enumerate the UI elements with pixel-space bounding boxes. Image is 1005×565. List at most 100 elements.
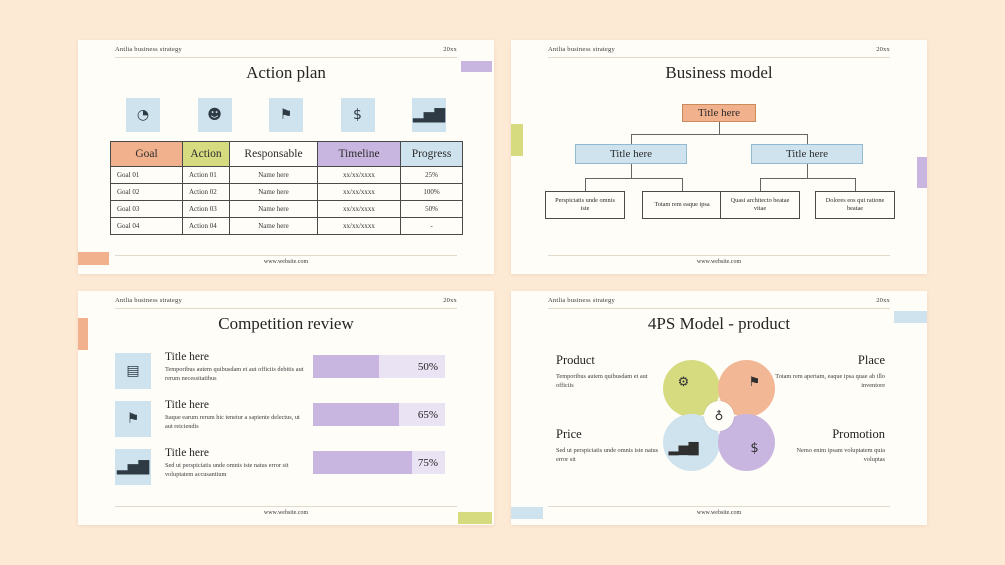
accent-bar-blue — [894, 311, 927, 323]
website-text: www.website.com — [263, 259, 309, 265]
cell-responsable: Name here — [229, 166, 318, 184]
quadrant-label-product: Product — [556, 353, 595, 367]
quadrant-label-price: Price — [556, 427, 582, 441]
icon-glyph: ◔ — [136, 107, 150, 123]
table-row: Goal 02 Action 02 Name here xx/xx/xxxx 1… — [110, 183, 463, 201]
quadrant-label-promotion: Promotion — [832, 427, 885, 441]
progress-bar: 75% — [313, 451, 445, 474]
progress-bar: 50% — [313, 355, 445, 378]
progress-fill — [313, 355, 379, 378]
slide-header: Antlia business strategy 20xx — [115, 297, 457, 309]
bar-chart-icon: ▂▅▇ — [115, 449, 151, 485]
chart-flag-icon: ▂▅▇ — [412, 98, 446, 132]
slide-header: Antlia business strategy 20xx — [548, 297, 890, 309]
accent-bar-blue — [511, 507, 543, 519]
slide-header: Antlia business strategy 20xx — [548, 46, 890, 58]
dollar-icon: $ — [750, 441, 759, 456]
org-chart: Title here Title here Title here Perspic… — [511, 40, 927, 274]
cell-action: Action 03 — [182, 200, 230, 218]
connector-line — [585, 178, 682, 179]
bar-chart-icon: ▂▅▇ — [668, 441, 699, 456]
cell-goal: Goal 02 — [110, 183, 183, 201]
cell-action: Action 04 — [182, 217, 230, 235]
progress-label: 65% — [417, 408, 438, 421]
cell-goal: Goal 01 — [110, 166, 183, 184]
icon-glyph: ▂▅▇ — [116, 459, 150, 475]
quadrant-text-price: Sed ut perspiciatis unde omnis iste natu… — [556, 447, 659, 463]
org-leaf-box: Perspiciatis unde omnis iste — [545, 191, 625, 219]
connector-line — [631, 134, 632, 144]
action-plan-table: Goal Action Responsable Timeline Progres… — [110, 141, 463, 235]
slide-footer: www.website.com — [548, 255, 890, 265]
accent-bar-orange — [78, 252, 109, 265]
progress-label: 75% — [417, 456, 438, 469]
cell-progress: 100% — [400, 183, 463, 201]
slide-4ps-model[interactable]: Antlia business strategy 20xx 4PS Model … — [511, 291, 927, 525]
cell-goal: Goal 03 — [110, 200, 183, 218]
coin-icon: $ — [340, 98, 375, 132]
connector-line — [631, 134, 807, 135]
quadrant-text-place: Totam rem aperiam, eaque ipsa quae ab il… — [775, 373, 885, 389]
slide-competition-review[interactable]: Antlia business strategy 20xx Competitio… — [78, 291, 494, 525]
slide-action-plan[interactable]: Antlia business strategy 20xx Action pla… — [78, 40, 494, 274]
item-title: Title here — [165, 351, 209, 363]
item-text: Sed ut perspiciatis unde omnis iste natu… — [165, 462, 289, 478]
cell-progress: 50% — [400, 200, 463, 218]
slide-header: Antlia business strategy 20xx — [115, 46, 457, 58]
connector-line — [807, 164, 808, 178]
slide-footer: www.website.com — [115, 506, 457, 516]
cell-progress: - — [400, 217, 463, 235]
cell-timeline: xx/xx/xxxx — [317, 166, 401, 184]
brand-text: Antlia business strategy — [115, 297, 182, 304]
item-text: Temporibus autem quibusdam et aut offici… — [165, 366, 304, 382]
cell-responsable: Name here — [229, 200, 318, 218]
competitor-row: ⚑ Title here Itaque earum rerum hic tene… — [78, 399, 494, 445]
cell-responsable: Name here — [229, 183, 318, 201]
cell-timeline: xx/xx/xxxx — [317, 217, 401, 235]
quadrant-text-promotion: Nemo enim ipsam voluptatem quia voluptas — [796, 447, 886, 463]
cell-responsable: Name here — [229, 217, 318, 235]
table-row: Goal 01 Action 01 Name here xx/xx/xxxx 2… — [110, 166, 463, 184]
cell-action: Action 02 — [182, 183, 230, 201]
col-header-progress: Progress — [400, 141, 463, 167]
icon-glyph: ▂▅▇ — [412, 107, 446, 123]
accent-bar-purple — [461, 61, 492, 72]
item-text: Itaque earum rerum hic tenetur a sapient… — [165, 414, 300, 430]
year-text: 20xx — [876, 297, 890, 304]
competitor-row: ▂▅▇ Title here Sed ut perspiciatis unde … — [78, 447, 494, 493]
flag-dollar-icon: ⚑ — [269, 98, 303, 132]
slide-title: 4PS Model - product — [647, 314, 791, 333]
org-branch-box: Title here — [751, 144, 863, 164]
slide-title: Action plan — [246, 63, 326, 82]
table-row: Goal 04 Action 04 Name here xx/xx/xxxx - — [110, 217, 463, 235]
connector-line — [682, 178, 683, 191]
progress-bar: 65% — [313, 403, 445, 426]
connector-line — [631, 164, 632, 178]
competitor-row: ▤ Title here Temporibus autem quibusdam … — [78, 351, 494, 397]
icon-glyph: $ — [353, 107, 362, 123]
col-header-timeline: Timeline — [317, 141, 401, 167]
brand-text: Antlia business strategy — [548, 297, 615, 304]
website-text: www.website.com — [263, 510, 309, 516]
slide-business-model[interactable]: Antlia business strategy 20xx Business m… — [511, 40, 927, 274]
progress-fill — [313, 451, 412, 474]
accent-bar-green — [458, 512, 492, 524]
col-header-action: Action — [182, 141, 230, 167]
slide-title: Competition review — [218, 314, 354, 333]
connector-line — [807, 134, 808, 144]
year-text: 20xx — [876, 46, 890, 53]
person-icon: ♁ — [714, 409, 724, 423]
slide-title: Business model — [665, 63, 773, 82]
website-text: www.website.com — [696, 510, 742, 516]
icon-row: ◔ ☻ ⚑ $ ▂▅▇ — [126, 98, 446, 132]
quadrant-text-product: Temporibus autem quibusdam et aut offici… — [556, 373, 648, 389]
cell-action: Action 01 — [182, 166, 230, 184]
year-text: 20xx — [443, 46, 457, 53]
connector-line — [855, 178, 856, 191]
org-leaf-box: Quasi architecto beatae vitae — [720, 191, 800, 219]
brand-text: Antlia business strategy — [115, 46, 182, 53]
pie-chart-icon: ◔ — [126, 98, 160, 132]
progress-fill — [313, 403, 399, 426]
accent-bar-purple — [917, 157, 927, 188]
